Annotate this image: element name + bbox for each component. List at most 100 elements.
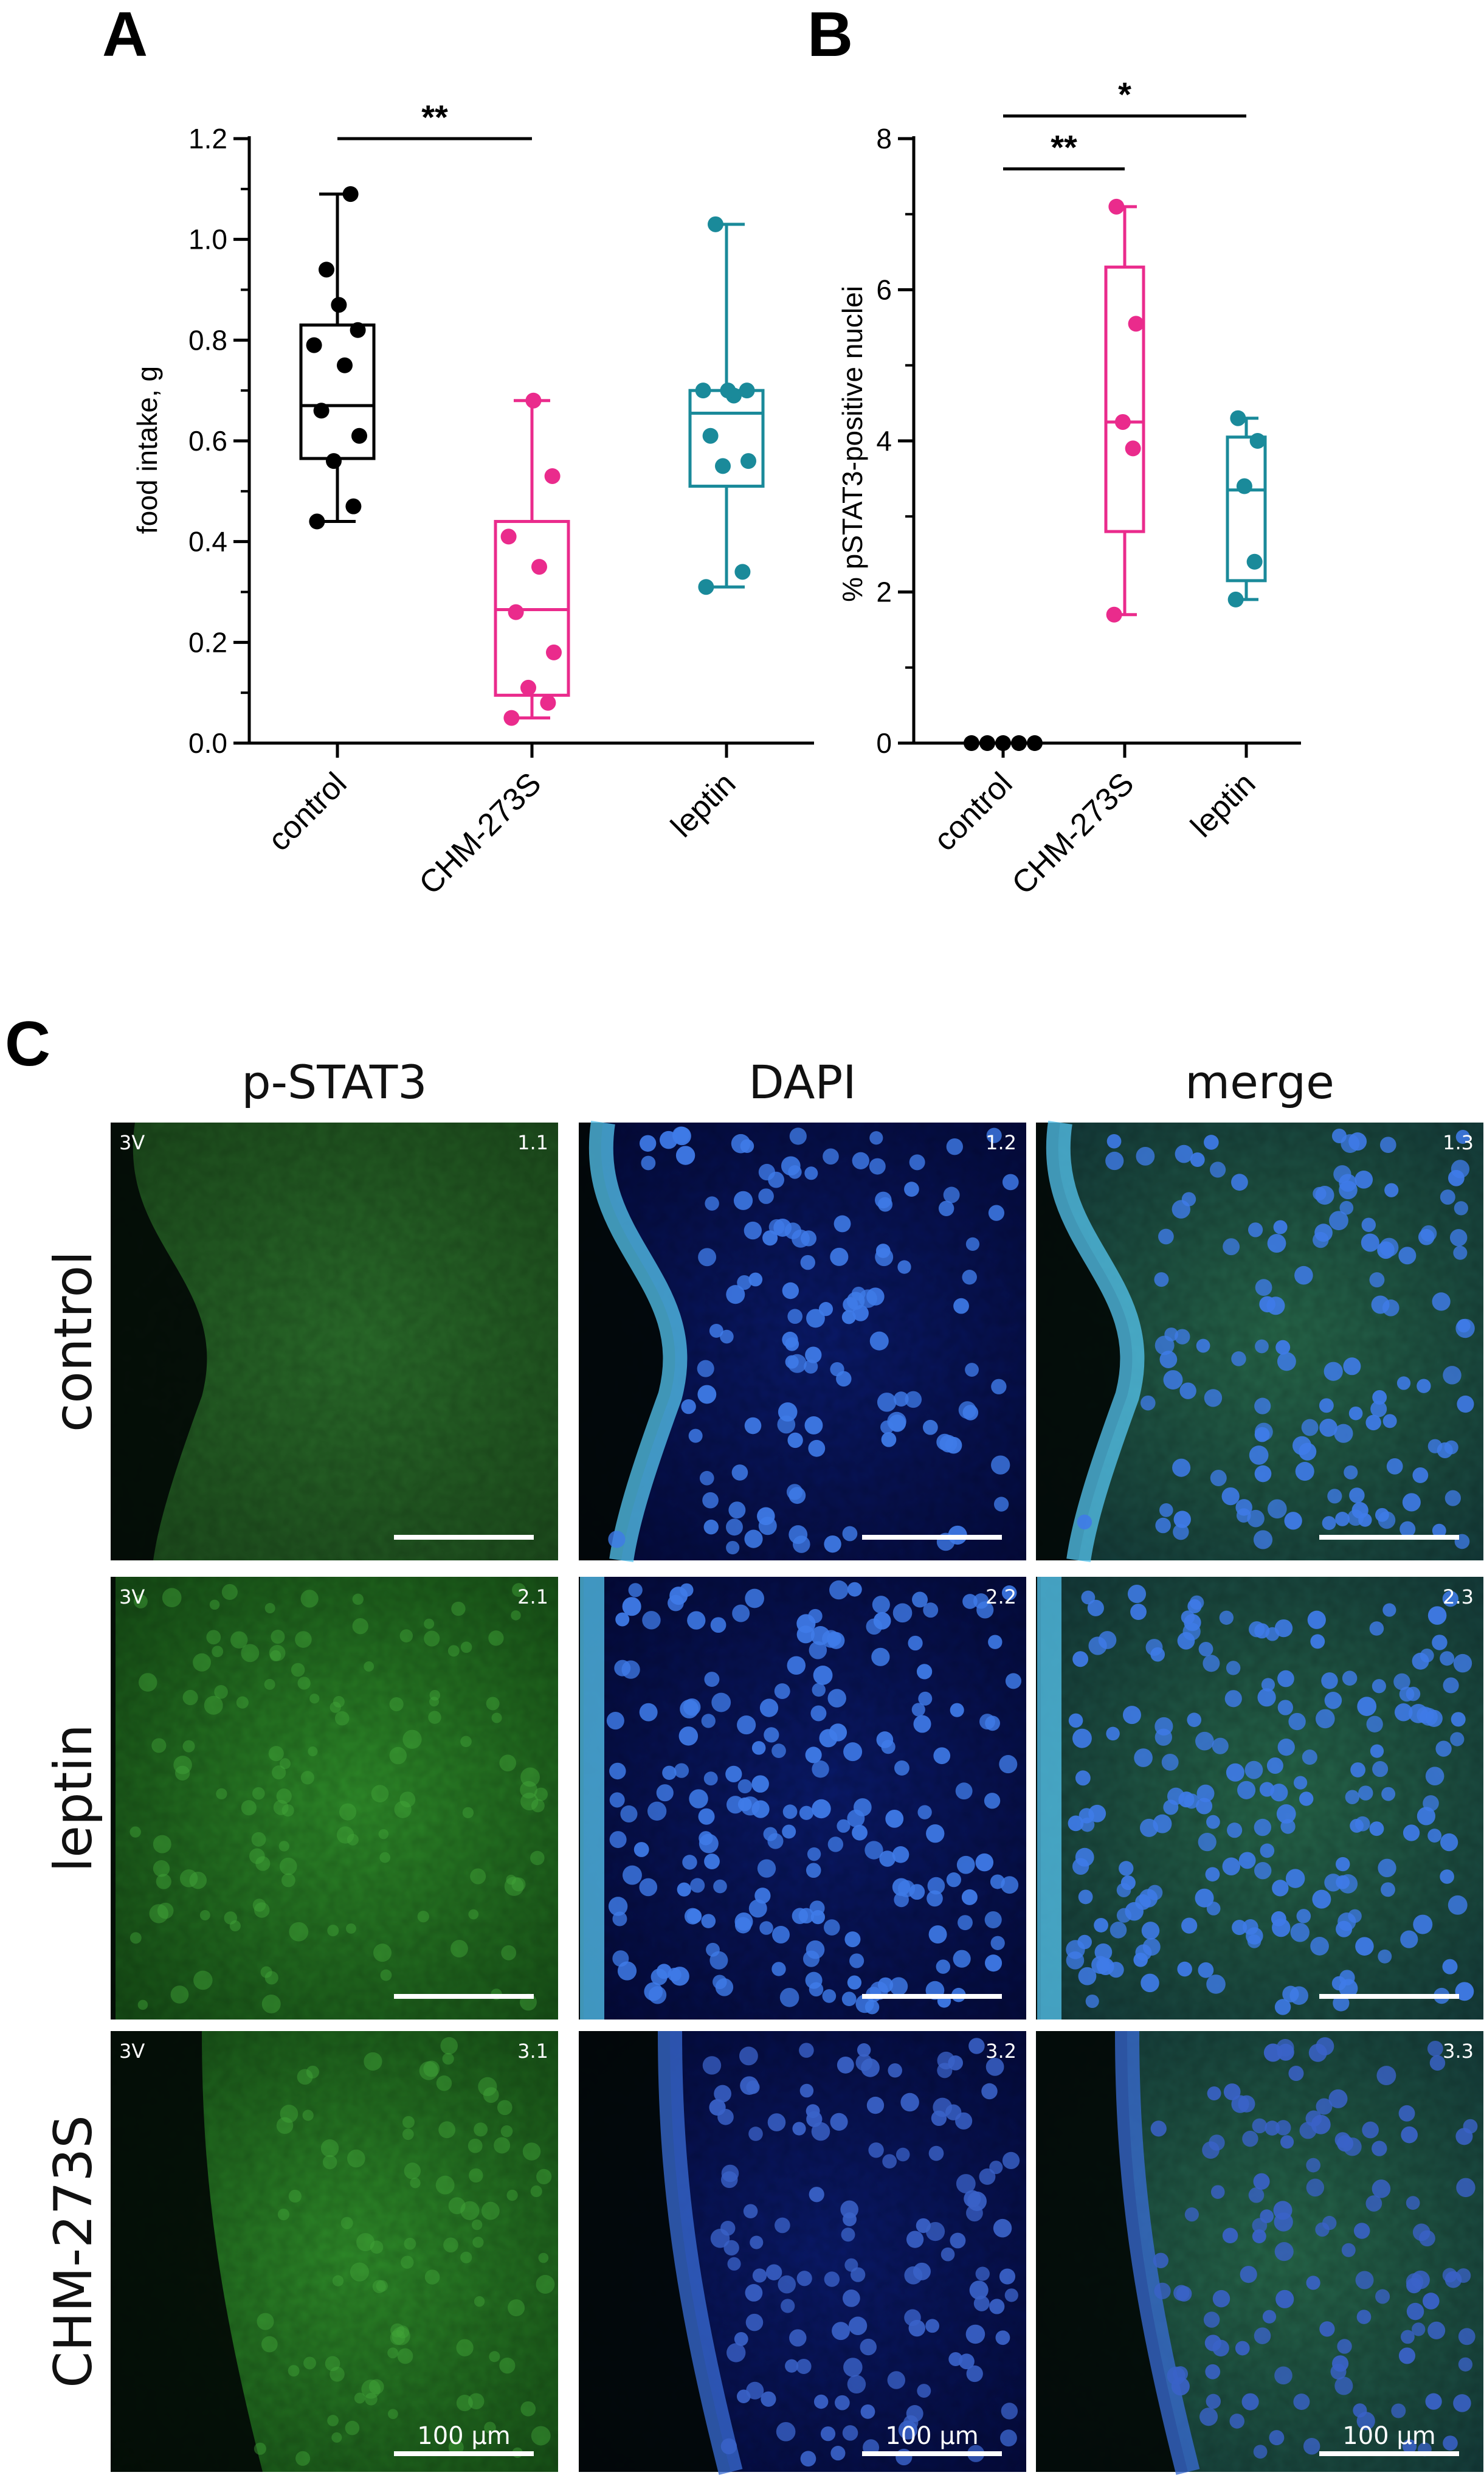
- nucleus: [1198, 1962, 1214, 1978]
- nucleus: [706, 1942, 720, 1957]
- micrograph-grid: p-STAT3 DAPI merge control 3V 1.1 1.2 1.3 leptin…: [43, 1055, 1483, 2475]
- nucleus: [1386, 1458, 1403, 1475]
- nucleus: [965, 1363, 979, 1377]
- nucleus: [965, 1237, 980, 1251]
- nucleus: [962, 1270, 977, 1285]
- pstat3-signal: [255, 1856, 271, 1871]
- nucleus: [1329, 1211, 1348, 1231]
- nucleus: [1002, 1174, 1019, 1191]
- nucleus: [754, 1888, 771, 1904]
- nucleus: [1273, 1220, 1288, 1234]
- pstat3-signal: [295, 1631, 312, 1648]
- pstat3-signal: [488, 1630, 504, 1646]
- pstat3-signal: [468, 1909, 479, 1920]
- nucleus: [1442, 2268, 1457, 2283]
- nucleus: [1254, 1422, 1273, 1441]
- pstat3-signal: [347, 1833, 359, 1846]
- nucleus: [979, 2168, 996, 2185]
- nucleus: [1240, 2266, 1257, 2283]
- nucleus: [962, 1594, 978, 1609]
- nucleus: [744, 1221, 762, 1240]
- nucleus: [1212, 1737, 1229, 1754]
- pstat3-signal: [478, 2077, 497, 2096]
- panel-id: 3.2: [985, 2040, 1016, 2063]
- nucleus: [1081, 1590, 1096, 1605]
- pstat3-signal: [236, 1696, 249, 1709]
- data-point: [715, 458, 731, 474]
- nucleus: [1378, 1949, 1392, 1964]
- pstat3-signal: [404, 2237, 416, 2250]
- box-chm-273s: [494, 392, 570, 726]
- nucleus: [1284, 1512, 1302, 1530]
- nucleus: [1195, 1731, 1214, 1751]
- nucleus: [1412, 1467, 1429, 1483]
- nucleus: [1235, 2341, 1250, 2356]
- pstat3-signal: [300, 1771, 314, 1785]
- box-leptin: [1226, 410, 1267, 607]
- nucleus: [806, 1309, 825, 1328]
- nucleus: [711, 1692, 731, 1712]
- nucleus: [866, 2096, 885, 2114]
- nucleus: [918, 1691, 933, 1706]
- nucleus: [639, 1878, 658, 1897]
- nucleus: [1419, 2230, 1435, 2247]
- nucleus: [984, 1911, 1002, 1929]
- nucleus: [881, 1431, 897, 1447]
- pstat3-signal: [491, 1712, 502, 1723]
- nucleus: [844, 2258, 858, 2272]
- nucleus: [1306, 2178, 1325, 2197]
- pstat3-signal: [309, 1694, 320, 1704]
- nucleus: [936, 1959, 951, 1974]
- nucleus: [836, 1371, 852, 1387]
- data-point: [739, 382, 755, 399]
- nucleus: [1226, 1661, 1241, 1675]
- nucleus: [897, 1260, 911, 1274]
- nucleus: [1190, 1152, 1205, 1168]
- nucleus: [786, 1484, 803, 1500]
- nucleus: [1127, 1585, 1147, 1604]
- pstat3-signal: [212, 1646, 224, 1658]
- nucleus: [800, 1255, 815, 1270]
- nucleus: [847, 1582, 862, 1597]
- nucleus: [843, 1742, 863, 1762]
- nucleus: [830, 2446, 846, 2461]
- nucleus: [1159, 1503, 1173, 1517]
- pstat3-signal: [379, 1852, 391, 1863]
- nucleus: [1370, 1744, 1384, 1758]
- nucleus: [1260, 1843, 1275, 1858]
- nucleus: [871, 1647, 890, 1666]
- pstat3-signal: [499, 1754, 517, 1772]
- nucleus: [1254, 2327, 1271, 2344]
- nucleus: [823, 1148, 839, 1165]
- pstat3-signal: [460, 1736, 472, 1748]
- pstat3-signal: [270, 1650, 281, 1662]
- row-label: leptin: [43, 1724, 104, 1872]
- pstat3-signal: [428, 1711, 441, 1724]
- nucleus: [751, 1741, 766, 1755]
- nucleus: [812, 1760, 829, 1778]
- pstat3-signal: [347, 2149, 365, 2168]
- nucleus: [1187, 1712, 1202, 1728]
- pstat3-signal: [151, 1738, 167, 1753]
- nucleus: [808, 1439, 826, 1457]
- nucleus: [847, 2375, 866, 2394]
- data-point: [1027, 735, 1043, 751]
- nucleus: [946, 1138, 963, 1155]
- pstat3-signal: [278, 1841, 289, 1852]
- data-point: [350, 322, 366, 338]
- pstat3-signal: [373, 1943, 392, 1962]
- nucleus: [1209, 2134, 1225, 2151]
- nucleus: [1341, 2243, 1356, 2257]
- nucleus: [732, 1604, 750, 1622]
- nucleus: [894, 1760, 909, 1776]
- nucleus: [1198, 1833, 1217, 1852]
- pstat3-signal: [504, 1877, 524, 1896]
- nucleus: [1139, 1818, 1159, 1837]
- nucleus: [1357, 1697, 1377, 1716]
- nucleus: [1223, 1238, 1240, 1256]
- nucleus: [1263, 2043, 1282, 2062]
- nucleus: [697, 1385, 717, 1404]
- nucleus: [1000, 2429, 1017, 2447]
- data-point: [1236, 478, 1252, 494]
- nucleus: [1260, 2209, 1274, 2223]
